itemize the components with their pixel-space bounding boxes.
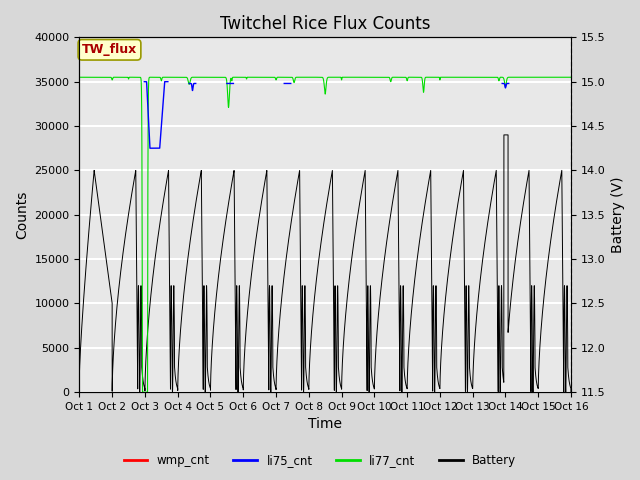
X-axis label: Time: Time [308,418,342,432]
Y-axis label: Battery (V): Battery (V) [611,177,625,253]
Title: Twitchel Rice Flux Counts: Twitchel Rice Flux Counts [220,15,431,33]
Y-axis label: Counts: Counts [15,191,29,239]
Text: TW_flux: TW_flux [82,43,137,56]
Legend: wmp_cnt, li75_cnt, li77_cnt, Battery: wmp_cnt, li75_cnt, li77_cnt, Battery [119,449,521,472]
